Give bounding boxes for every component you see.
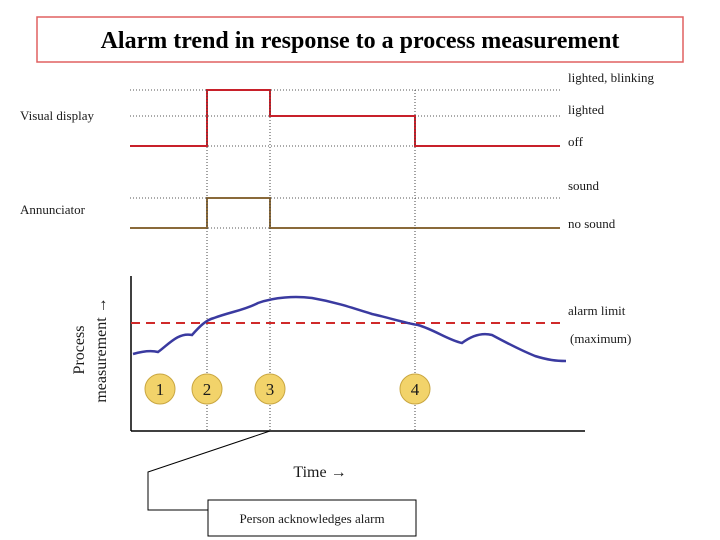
visual-state-lighted: lighted bbox=[568, 102, 605, 117]
event-number-4: 4 bbox=[411, 380, 420, 399]
event-circle-4 bbox=[399, 373, 431, 405]
visual-state-off: off bbox=[568, 134, 584, 149]
event-circle-1 bbox=[144, 373, 176, 405]
callout-text: Person acknowledges alarm bbox=[239, 511, 384, 526]
callout-box bbox=[207, 499, 417, 537]
process-ylabel-group: Process measurement → bbox=[71, 297, 110, 402]
event-number-2: 2 bbox=[203, 380, 212, 399]
event-marker-2: 2 bbox=[191, 373, 223, 405]
visual-state-blinking: lighted, blinking bbox=[568, 70, 654, 85]
event-marker-1: 1 bbox=[144, 373, 176, 405]
event-circle-2 bbox=[191, 373, 223, 405]
annunciator-label: Annunciator bbox=[20, 202, 86, 217]
annunciator-trace bbox=[130, 197, 560, 229]
annunciator-state-sound: sound bbox=[568, 178, 600, 193]
time-axis-label: Time → bbox=[293, 464, 346, 481]
event-circle-3 bbox=[254, 373, 286, 405]
alarm-limit-sub: (maximum) bbox=[570, 331, 631, 346]
process-ylabel-line1: Process bbox=[71, 326, 88, 375]
diagram-title: Alarm trend in response to a process mea… bbox=[101, 28, 620, 54]
event-marker-3: 3 bbox=[254, 373, 286, 405]
event-marker-4: 4 bbox=[399, 373, 431, 405]
alarm-limit-label: alarm limit bbox=[568, 303, 626, 318]
title-box bbox=[36, 16, 684, 63]
visual-display-label: Visual display bbox=[20, 108, 94, 123]
callout-leader bbox=[147, 430, 271, 511]
process-measurement-curve bbox=[132, 295, 567, 363]
annunciator-state-nosound: no sound bbox=[568, 216, 616, 231]
event-number-3: 3 bbox=[266, 380, 275, 399]
visual-display-trace bbox=[130, 89, 560, 147]
process-ylabel-line2: measurement → bbox=[93, 297, 110, 402]
event-number-1: 1 bbox=[156, 380, 165, 399]
